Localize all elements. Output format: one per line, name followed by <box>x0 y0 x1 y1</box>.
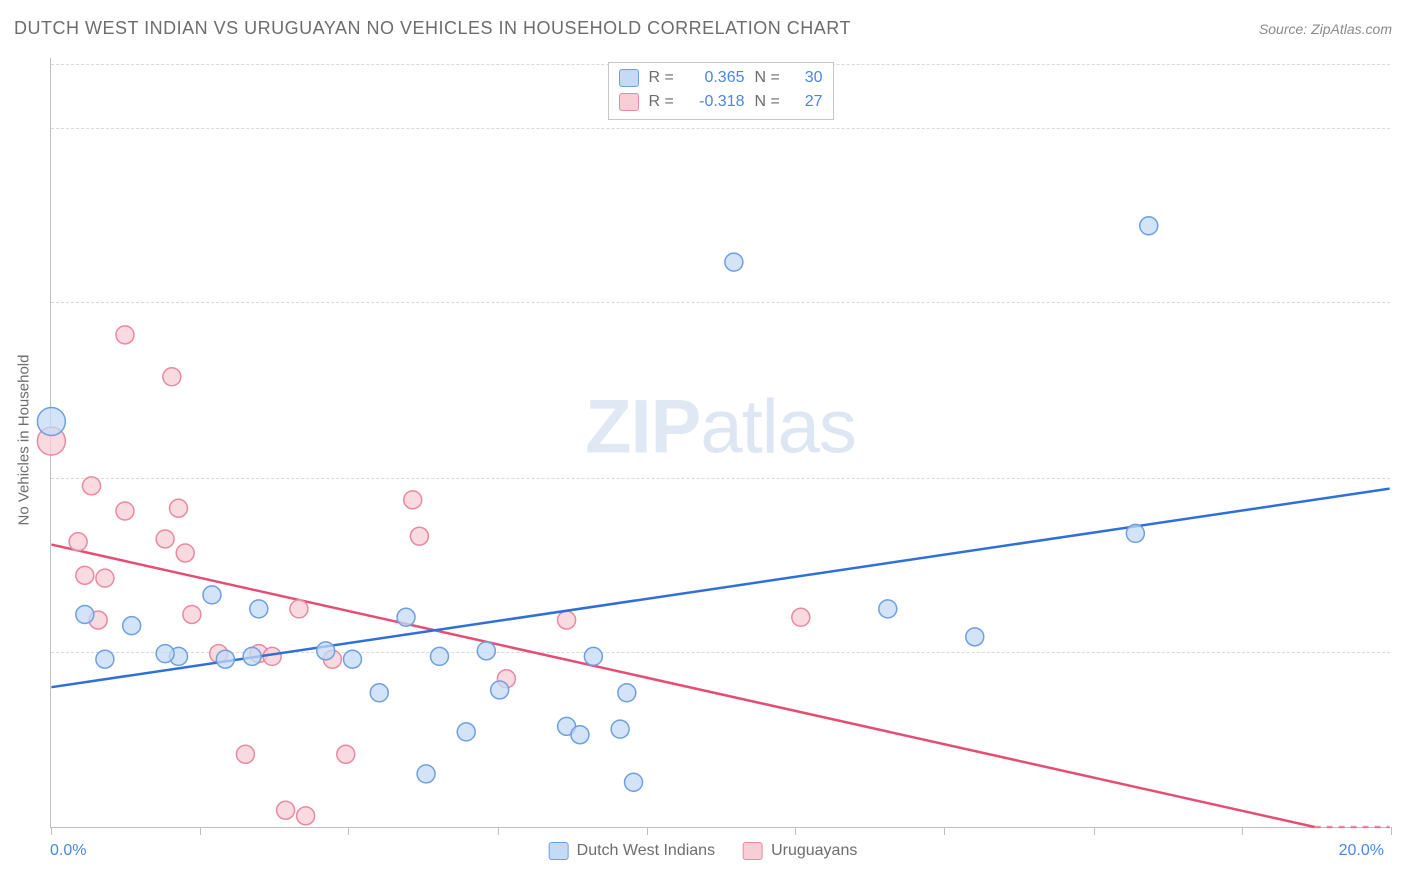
legend-row-pink: R = -0.318 N = 27 <box>619 90 823 114</box>
data-point-pink <box>183 605 201 623</box>
data-point-pink <box>69 533 87 551</box>
n-value: 30 <box>793 69 823 87</box>
r-value: -0.318 <box>687 93 745 111</box>
x-tick <box>200 827 201 835</box>
data-point-blue <box>397 608 415 626</box>
swatch-pink <box>743 842 763 860</box>
data-point-pink <box>792 608 810 626</box>
x-tick <box>1242 827 1243 835</box>
legend-item-pink: Uruguayans <box>743 842 857 860</box>
data-point-pink <box>83 477 101 495</box>
x-tick <box>647 827 648 835</box>
x-tick <box>944 827 945 835</box>
r-label: R = <box>649 93 677 111</box>
x-tick <box>1391 827 1392 835</box>
data-point-blue <box>216 650 234 668</box>
data-point-blue <box>966 628 984 646</box>
x-tick <box>498 827 499 835</box>
data-point-pink <box>96 569 114 587</box>
data-point-blue <box>477 642 495 660</box>
data-point-pink <box>163 368 181 386</box>
r-value: 0.365 <box>687 69 745 87</box>
data-point-pink <box>116 326 134 344</box>
data-point-blue <box>491 681 509 699</box>
data-point-pink <box>170 499 188 517</box>
r-label: R = <box>649 69 677 87</box>
data-point-blue <box>618 684 636 702</box>
data-point-blue <box>457 723 475 741</box>
data-point-pink <box>236 745 254 763</box>
source-label: Source: ZipAtlas.com <box>1259 21 1392 37</box>
data-point-pink <box>404 491 422 509</box>
data-point-blue <box>625 773 643 791</box>
data-point-pink <box>176 544 194 562</box>
legend-label: Dutch West Indians <box>577 842 715 860</box>
data-point-pink <box>337 745 355 763</box>
data-point-blue <box>123 617 141 635</box>
data-point-blue <box>76 605 94 623</box>
data-point-blue <box>879 600 897 618</box>
y-tick-label: 25.0% <box>1396 120 1406 137</box>
data-point-pink <box>297 807 315 825</box>
data-point-blue <box>571 726 589 744</box>
data-point-pink <box>76 566 94 584</box>
swatch-pink <box>619 93 639 111</box>
x-tick <box>795 827 796 835</box>
x-tick <box>348 827 349 835</box>
data-point-pink <box>156 530 174 548</box>
n-value: 27 <box>793 93 823 111</box>
data-point-blue <box>417 765 435 783</box>
y-tick-label: 6.3% <box>1396 643 1406 660</box>
data-point-blue <box>343 650 361 668</box>
data-point-blue <box>1140 217 1158 235</box>
y-tick-label: 18.8% <box>1396 293 1406 310</box>
data-point-blue <box>156 645 174 663</box>
swatch-blue <box>549 842 569 860</box>
y-axis-title: No Vehicles in Household <box>16 355 33 526</box>
data-point-blue <box>611 720 629 738</box>
legend-item-blue: Dutch West Indians <box>549 842 715 860</box>
data-point-blue <box>243 647 261 665</box>
swatch-blue <box>619 69 639 87</box>
n-label: N = <box>755 93 783 111</box>
data-point-blue <box>317 642 335 660</box>
data-point-blue <box>203 586 221 604</box>
data-point-blue <box>430 647 448 665</box>
data-point-blue <box>1126 524 1144 542</box>
data-point-blue <box>96 650 114 668</box>
data-point-blue <box>725 253 743 271</box>
data-point-blue <box>370 684 388 702</box>
x-tick <box>51 827 52 835</box>
legend-row-blue: R = 0.365 N = 30 <box>619 66 823 90</box>
data-point-blue <box>250 600 268 618</box>
legend-label: Uruguayans <box>771 842 857 860</box>
x-axis-start-label: 0.0% <box>50 842 86 860</box>
regression-line-pink <box>51 545 1314 827</box>
scatter-svg <box>51 58 1390 827</box>
data-point-pink <box>277 801 295 819</box>
legend-correlation: R = 0.365 N = 30 R = -0.318 N = 27 <box>608 62 834 120</box>
title-bar: DUTCH WEST INDIAN VS URUGUAYAN NO VEHICL… <box>14 18 1392 39</box>
x-axis-end-label: 20.0% <box>1339 842 1384 860</box>
data-point-pink <box>558 611 576 629</box>
data-point-blue <box>584 647 602 665</box>
chart-title: DUTCH WEST INDIAN VS URUGUAYAN NO VEHICL… <box>14 18 851 39</box>
n-label: N = <box>755 69 783 87</box>
data-point-pink <box>410 527 428 545</box>
y-tick-label: 12.5% <box>1396 470 1406 487</box>
legend-series: Dutch West Indians Uruguayans <box>549 842 858 860</box>
data-point-pink <box>290 600 308 618</box>
data-point-pink <box>116 502 134 520</box>
x-tick <box>1094 827 1095 835</box>
plot-area: 6.3%12.5%18.8%25.0% ZIPatlas R = 0.365 N… <box>50 58 1390 828</box>
data-point-blue <box>37 408 65 436</box>
